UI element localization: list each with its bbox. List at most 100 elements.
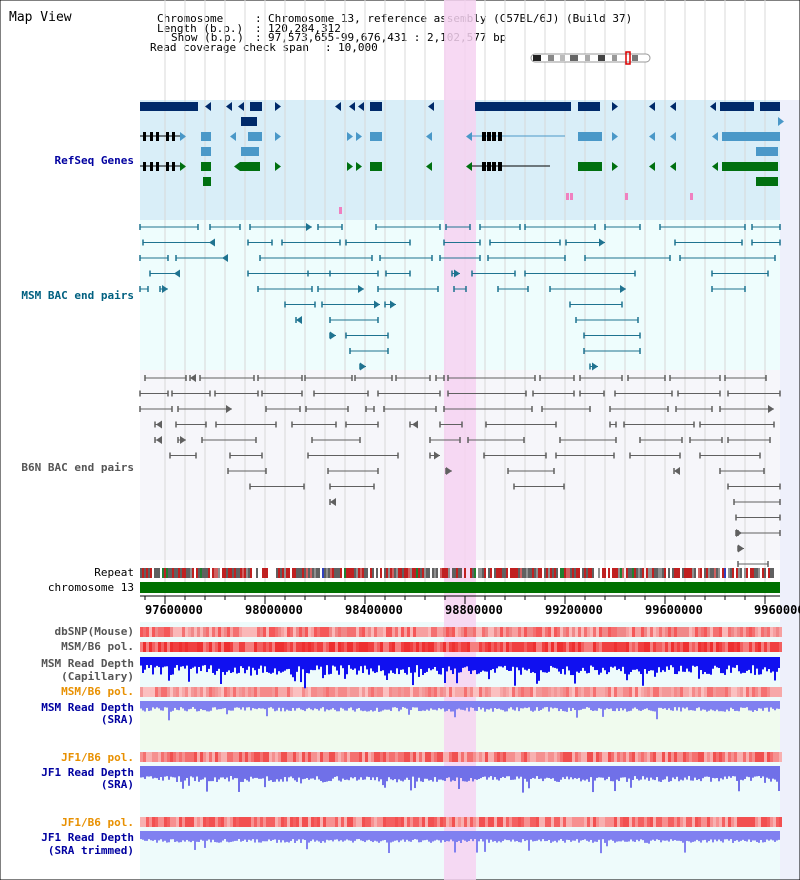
heat-cell [176, 752, 179, 762]
depth-bar [440, 831, 442, 843]
heat-cell [260, 752, 263, 762]
depth-bar [606, 701, 608, 709]
repeat-mark [662, 568, 664, 578]
depth-bar [266, 701, 268, 717]
heat-cell [371, 627, 374, 637]
depth-bar [676, 766, 678, 777]
repeat-mark [452, 568, 454, 578]
depth-bar [212, 831, 214, 840]
heat-cell [326, 687, 329, 697]
repeat-mark [444, 568, 446, 578]
heat-cell [380, 627, 383, 637]
repeat-mark [162, 568, 164, 578]
depth-bar [234, 657, 236, 668]
refseq-gene-features[interactable] [140, 102, 784, 214]
depth-bar [464, 831, 466, 841]
depth-bar [692, 701, 694, 711]
heat-cell [575, 642, 578, 652]
heat-cell [494, 752, 497, 762]
heat-cell [536, 752, 539, 762]
depth-bar [176, 831, 178, 842]
depth-bar [174, 766, 176, 778]
depth-bar [550, 657, 552, 666]
heat-cell [251, 627, 254, 637]
heat-cell [704, 752, 707, 762]
depth-bar [294, 766, 296, 781]
depth-bar [622, 701, 624, 711]
depth-bar [246, 831, 248, 842]
depth-bar [650, 766, 652, 778]
depth-bar [420, 701, 422, 712]
depth-bar [188, 766, 190, 786]
heat-cell [629, 642, 632, 652]
depth-bar [426, 701, 428, 710]
heat-cell [353, 642, 356, 652]
heat-cell [545, 752, 548, 762]
repeat-mark [532, 568, 534, 578]
heat-cell [497, 817, 500, 827]
repeat-mark [628, 568, 630, 578]
depth-bar [196, 831, 198, 842]
heat-cell [179, 687, 182, 697]
ideogram-band [585, 55, 590, 61]
repeat-mark [688, 568, 690, 578]
depth-bar [590, 831, 592, 840]
repeat-mark [534, 568, 536, 578]
depth-bar [472, 766, 474, 782]
depth-bar [528, 701, 530, 708]
heat-cell [647, 642, 650, 652]
strand-arrow [649, 132, 655, 141]
chromosome-ideogram[interactable] [530, 51, 651, 65]
ideogram-band [570, 55, 578, 61]
depth-bar [740, 766, 742, 780]
heat-cell [722, 817, 725, 827]
heat-cell [317, 752, 320, 762]
heat-cell [737, 752, 740, 762]
heat-cell [512, 752, 515, 762]
heat-cell [302, 752, 305, 762]
heat-cell [299, 642, 302, 652]
heat-cell [503, 642, 506, 652]
depth-bar [684, 657, 686, 672]
depth-bar [142, 701, 144, 711]
heat-cell [620, 627, 623, 637]
depth-bar [428, 657, 430, 669]
heat-cell [470, 817, 473, 827]
heat-cell [455, 687, 458, 697]
depth-bar [732, 701, 734, 710]
heat-cell [689, 752, 692, 762]
msm-bac-features[interactable] [139, 223, 781, 371]
depth-bar [340, 831, 342, 841]
depth-bar [446, 766, 448, 778]
heat-cell [251, 752, 254, 762]
depth-bar [172, 657, 174, 675]
repeat-mark [348, 568, 350, 578]
depth-bar [162, 657, 164, 668]
repeat-mark [700, 568, 702, 578]
depth-bar [206, 831, 208, 841]
tick-label: 99200000 [545, 603, 603, 617]
depth-bar [606, 766, 608, 780]
heat-cell [743, 642, 746, 652]
heat-cell [629, 687, 632, 697]
repeat-mark [414, 568, 416, 578]
depth-bar [598, 831, 600, 840]
depth-bar [380, 831, 382, 842]
heat-cell [350, 687, 353, 697]
heat-cell [425, 817, 428, 827]
heat-cell [194, 752, 197, 762]
depth-bar [284, 701, 286, 712]
heat-cell [356, 687, 359, 697]
heat-cell [404, 687, 407, 697]
heat-cell [368, 817, 371, 827]
depth-bar [238, 701, 240, 708]
repeat-mark [302, 568, 304, 578]
heat-cell [260, 817, 263, 827]
heat-cell [410, 687, 413, 697]
depth-bar [368, 701, 370, 712]
strand-arrow [412, 420, 418, 429]
heat-cell [431, 642, 434, 652]
b6n-bac-features[interactable] [139, 374, 781, 567]
depth-bar [292, 701, 294, 708]
